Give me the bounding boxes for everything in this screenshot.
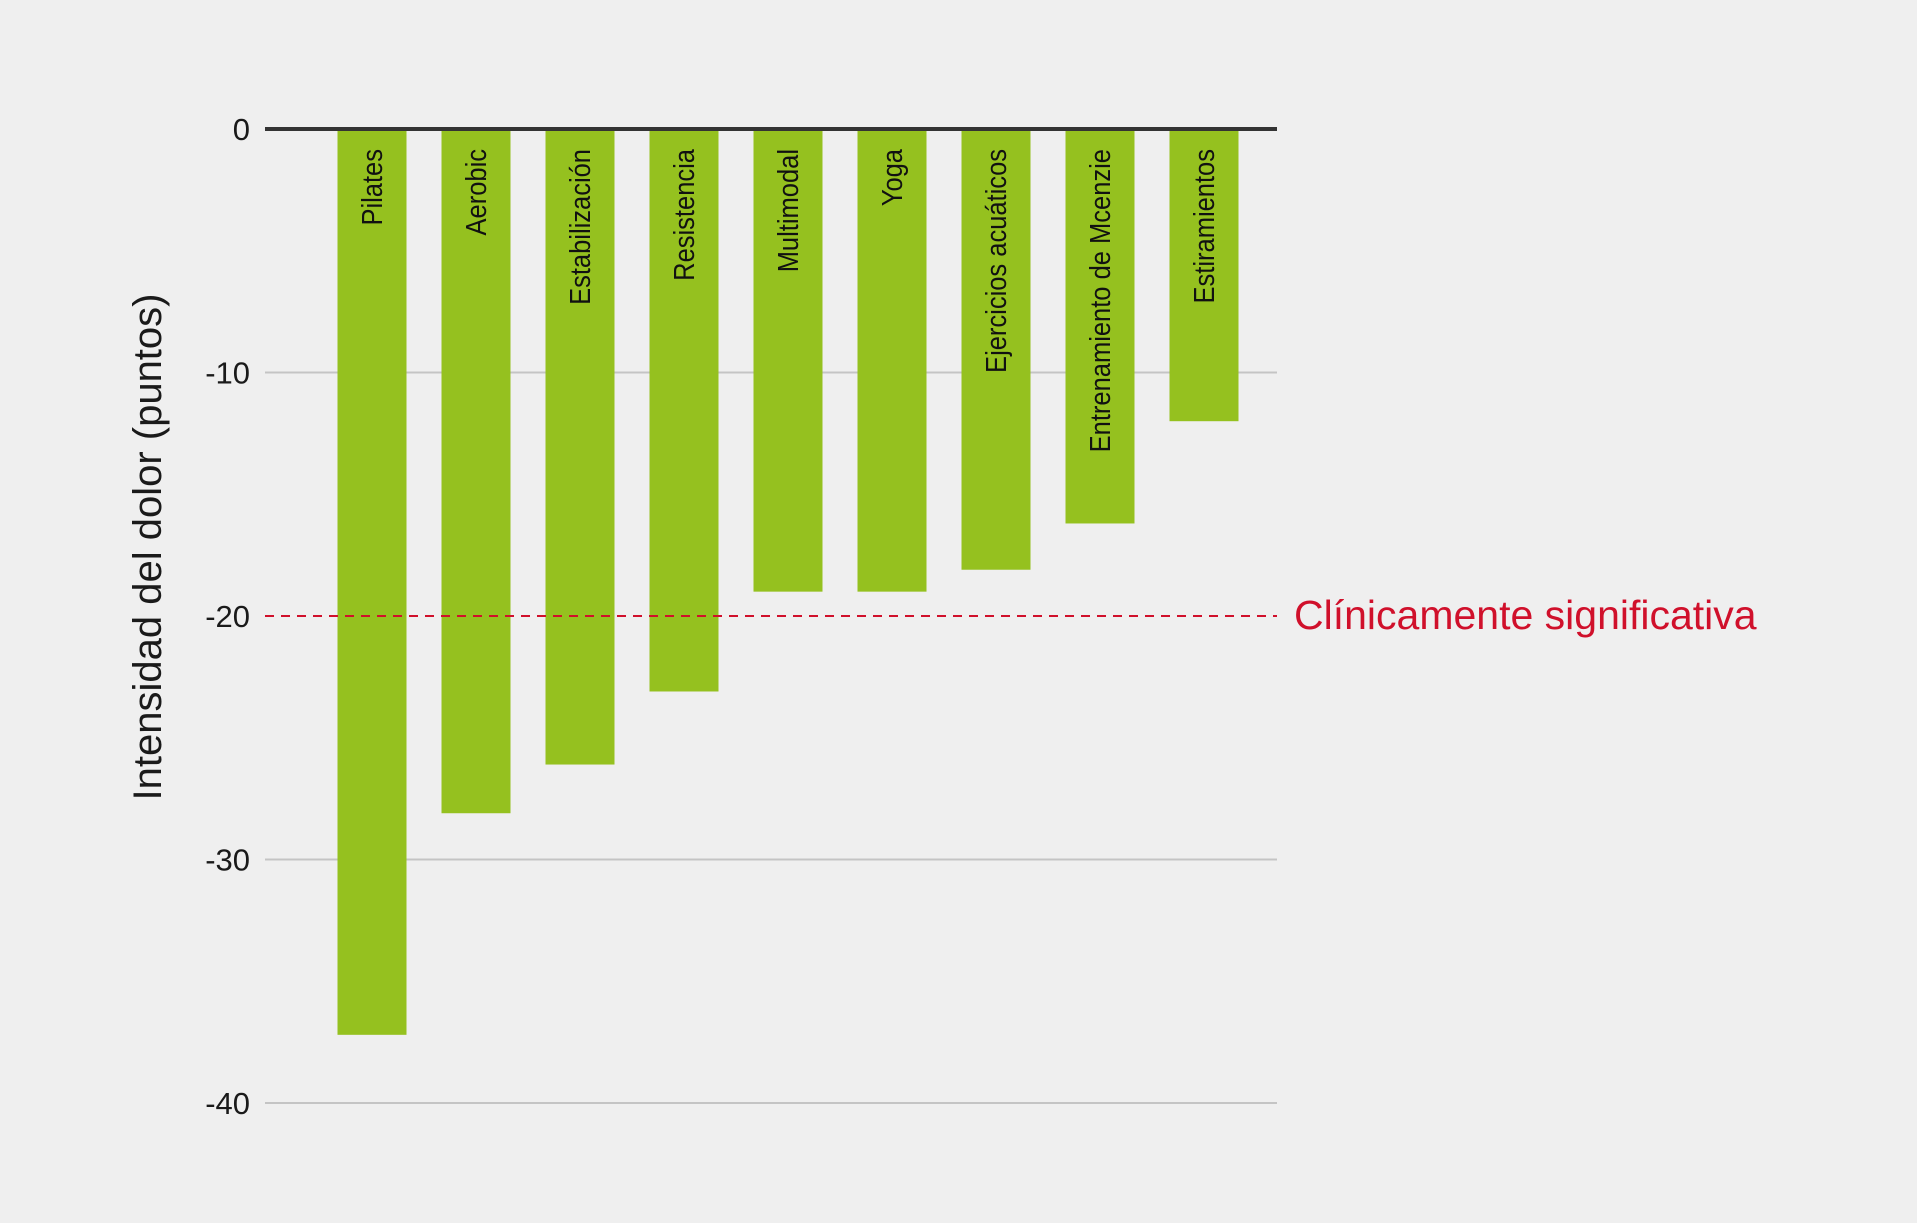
bar-label: Estabilización xyxy=(563,149,596,305)
bar-label: Ejercicios acuáticos xyxy=(979,149,1012,373)
bar xyxy=(753,129,823,592)
y-tick-label: -30 xyxy=(205,843,250,878)
y-tick-labels: 0 -10 -20 -30 -40 xyxy=(205,112,250,1121)
bar xyxy=(961,129,1031,570)
bar-label: Resistencia xyxy=(667,148,700,281)
y-tick-label: -40 xyxy=(205,1086,250,1121)
bar-label: Estiramientos xyxy=(1187,149,1220,303)
bar-labels: Pilates Aerobic Estabilización Resistencia M… xyxy=(355,148,1220,452)
bar xyxy=(1169,129,1239,422)
y-axis-title: Intensidad del dolor (puntos) xyxy=(126,294,170,801)
y-tick-label: -10 xyxy=(205,356,250,391)
bar xyxy=(649,129,719,692)
bar-label: Yoga xyxy=(875,148,908,206)
bar xyxy=(1065,129,1135,524)
bar xyxy=(337,129,407,1035)
y-tick-label: -20 xyxy=(205,599,250,634)
bar xyxy=(545,129,615,765)
bar-label: Aerobic xyxy=(459,149,492,235)
bar xyxy=(441,129,511,814)
reference-line-label: Clínicamente significativa xyxy=(1294,592,1757,638)
bar-label: Multimodal xyxy=(771,149,804,272)
bar-label: Entrenamiento de Mcenzie xyxy=(1083,149,1116,452)
bar-label: Pilates xyxy=(355,149,388,226)
bar xyxy=(857,129,927,592)
bars xyxy=(337,129,1239,1035)
y-tick-label: 0 xyxy=(233,112,250,147)
